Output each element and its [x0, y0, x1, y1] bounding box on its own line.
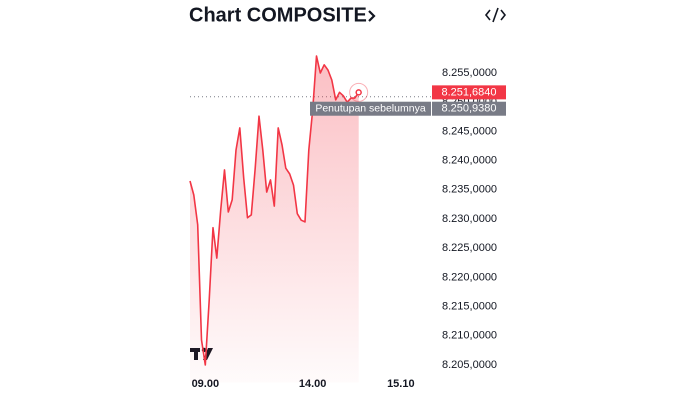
title-chevron[interactable]	[368, 10, 376, 22]
y-tick-label: 8.255,0000	[442, 67, 497, 79]
previous-close-tag	[432, 101, 506, 116]
chart-title[interactable]: Chart COMPOSITE	[189, 4, 367, 26]
y-tick-label: 8.235,0000	[442, 184, 497, 196]
y-tick-label: 8.245,0000	[442, 125, 497, 137]
y-tick-label: 8.220,0000	[442, 271, 497, 283]
embed-icon[interactable]	[484, 7, 507, 23]
y-tick-label: 8.225,0000	[442, 242, 497, 254]
last-point	[355, 89, 362, 96]
y-tick-label: 8.240,0000	[442, 154, 497, 166]
y-tick-label: 8.215,0000	[442, 300, 497, 312]
area-fill	[190, 56, 359, 383]
y-tick-label: 8.230,0000	[442, 213, 497, 225]
last-point-halo	[349, 82, 369, 102]
last-price-label: 8.251,6840	[441, 86, 496, 98]
x-tick-label: 15.10	[387, 378, 415, 390]
y-tick-label: 8.205,0000	[442, 359, 497, 371]
price-line	[189, 55, 360, 366]
last-price-tag	[432, 85, 506, 100]
y-tick-label: 8.210,0000	[442, 330, 497, 342]
previous-close-name: Penutupan sebelumnya	[315, 103, 425, 115]
previous-close-name-box	[310, 101, 431, 116]
previous-close-label: 8.250,9380	[441, 103, 496, 115]
